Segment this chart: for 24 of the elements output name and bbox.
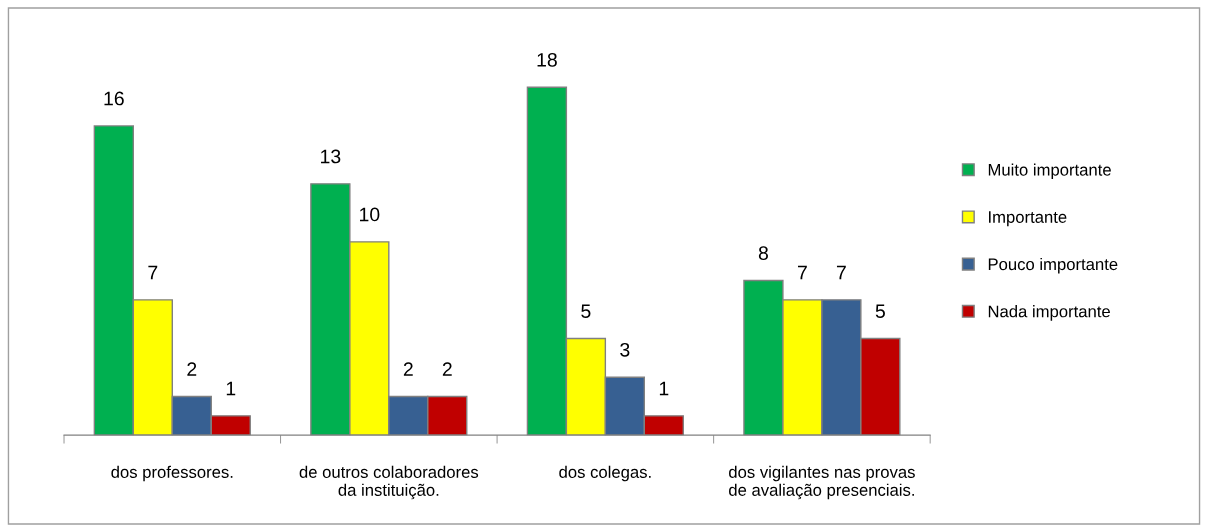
- legend-label: Importante: [989, 211, 1067, 227]
- data-label: 3: [620, 342, 630, 357]
- data-label: 2: [187, 362, 197, 376]
- data-label: 2: [442, 362, 452, 376]
- data-label: 13: [321, 149, 341, 164]
- data-label: 1: [659, 381, 669, 396]
- data-label: 1: [226, 381, 236, 396]
- x-tick-label: dos colegas.: [559, 465, 651, 482]
- legend-label: Nada importante: [988, 305, 1110, 321]
- data-label: 5: [581, 304, 591, 319]
- data-label: 7: [836, 265, 846, 280]
- data-label: 5: [875, 304, 885, 319]
- legend-label: Muito importante: [988, 163, 1111, 180]
- legend-label: Pouco importante: [988, 257, 1118, 274]
- x-tick-label: dos professores.: [111, 465, 233, 482]
- data-label: 7: [148, 265, 158, 280]
- data-label: 18: [537, 52, 557, 67]
- x-tick-label: dos vigilantes nas provas de avaliação presenciais.: [729, 465, 915, 500]
- data-label: 7: [798, 265, 807, 280]
- data-label: 8: [758, 246, 768, 261]
- data-label: 16: [104, 91, 124, 106]
- x-tick-label: de outros colaboradores da instituição.: [299, 465, 479, 500]
- data-label: 2: [403, 362, 413, 376]
- data-label: 10: [360, 207, 380, 222]
